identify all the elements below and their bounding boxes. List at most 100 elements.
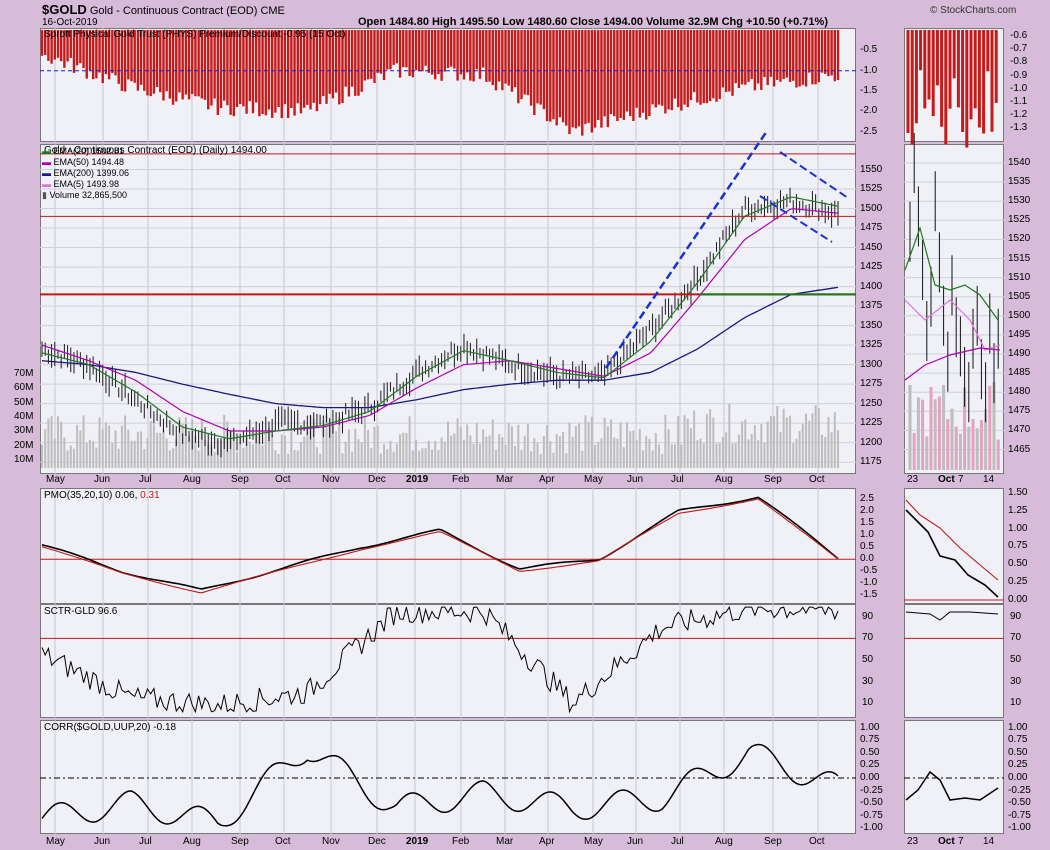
zoom-premium-tick-5: -1.1 <box>1010 96 1028 107</box>
price-tick-2: 1500 <box>860 202 883 214</box>
xtop-zoom-0: 23 <box>907 474 919 485</box>
volume-tick-5: 20M <box>14 439 34 451</box>
corr-tick-8: -1.00 <box>860 822 883 834</box>
pmo-tick-8: -1.5 <box>860 589 878 601</box>
xbot-month-16: Sep <box>764 836 782 847</box>
price-tick-10: 1300 <box>860 358 883 370</box>
xbot-month-2: Jul <box>139 836 152 847</box>
zoom-pmo-tick-4: 0.50 <box>1008 558 1028 570</box>
instrument-name: Gold - Continuous Contract (EOD) <box>89 5 258 17</box>
header-title: $GOLD Gold - Continuous Contract (EOD) C… <box>42 2 285 17</box>
corr-tick-7: -0.75 <box>860 809 883 821</box>
zoom-corr-tick-6: -0.50 <box>1008 797 1031 809</box>
legend-ema20: ▬ EMA(20) 1502.81 <box>42 146 125 156</box>
zoom-corr-tick-1: 0.75 <box>1008 734 1028 746</box>
price-panel <box>40 144 856 474</box>
zoom-pmo-tick-1: 1.25 <box>1008 504 1028 516</box>
pmo-tick-5: 0.0 <box>860 553 874 565</box>
corr-tick-6: -0.50 <box>860 797 883 809</box>
xtop-month-6: Nov <box>322 474 340 485</box>
price-tick-8: 1350 <box>860 319 883 331</box>
xbot-month-14: Jul <box>671 836 684 847</box>
legend-ema5: ▬ EMA(5) 1493.98 <box>42 179 120 189</box>
volume-tick-4: 30M <box>14 425 34 437</box>
xbot-month-1: Jun <box>94 836 111 847</box>
pmo-tick-2: 1.5 <box>860 517 874 529</box>
pmo-panel <box>40 488 856 604</box>
price-tick-13: 1225 <box>860 417 883 429</box>
zoom-corr-line <box>905 770 999 801</box>
xtop-month-1: Jun <box>94 474 111 485</box>
zoom-pmo-line <box>905 509 999 598</box>
xbot-month-6: Nov <box>322 836 340 847</box>
corr-tick-0: 1.00 <box>860 721 880 733</box>
zoom-corr-tick-0: 1.00 <box>1008 721 1028 733</box>
symbol: $GOLD <box>42 2 87 17</box>
volume-tick-2: 50M <box>14 396 34 408</box>
zoom-sctr-tick-2: 50 <box>1010 654 1022 665</box>
pmo-line <box>41 496 839 590</box>
pmo-tick-7: -1.0 <box>860 577 878 589</box>
price-tick-4: 1450 <box>860 241 883 253</box>
xtop-month-12: May <box>584 474 603 485</box>
zoom-price-tick-8: 1500 <box>1008 309 1031 321</box>
zoom-premium-tick-3: -0.9 <box>1010 69 1028 81</box>
price-tick-7: 1375 <box>860 300 883 312</box>
zoom-price-tick-12: 1480 <box>1008 386 1031 398</box>
zoom-premium-tick-4: -1.0 <box>1010 82 1028 94</box>
premium-label: Sprott Physical Gold Trust (PHYS) Premiu… <box>44 29 346 40</box>
xtop-month-13: Jun <box>627 474 644 485</box>
xtop-month-7: Dec <box>368 474 386 485</box>
zoom-price-tick-10: 1490 <box>1008 348 1031 359</box>
ema200-line <box>41 286 839 409</box>
corr-label: CORR($GOLD,UUP,20) -0.18 <box>44 722 177 733</box>
zoom-price-tick-6: 1510 <box>1008 271 1031 283</box>
zoom-premium-tick-1: -0.7 <box>1010 43 1028 55</box>
zoom-corr-tick-4: 0.00 <box>1008 772 1028 783</box>
price-tick-14: 1200 <box>860 436 883 448</box>
ohlc-readout: Open 1484.80 High 1495.50 Low 1480.60 Cl… <box>358 16 828 28</box>
pmo-tick-4: 0.5 <box>860 541 874 553</box>
zoom-price-tick-5: 1515 <box>1008 252 1031 264</box>
price-tick-3: 1475 <box>860 222 883 234</box>
xtop-month-0: May <box>46 474 65 485</box>
zoom-premium-tick-7: -1.3 <box>1010 122 1028 134</box>
zoom-corr-tick-2: 0.50 <box>1008 746 1028 758</box>
zoom-corr-tick-8: -1.00 <box>1008 822 1031 834</box>
legend-ema50: ▬ EMA(50) 1494.48 <box>42 157 125 167</box>
xbot-zoom-3: 14 <box>983 836 995 847</box>
zoom-pmo-tick-6: 0.00 <box>1008 593 1028 605</box>
sctr-tick-4: 10 <box>862 697 874 709</box>
xbot-month-3: Aug <box>183 836 201 847</box>
sctr-tick-3: 30 <box>862 675 874 687</box>
xbot-zoom-0: 23 <box>907 836 919 847</box>
zoom-corr-panel <box>904 720 1004 834</box>
volume-tick-3: 40M <box>14 410 34 422</box>
zoom-sctr-tick-1: 70 <box>1010 632 1022 644</box>
price-label: Gold - Continuous Contract (EOD) (Daily)… <box>44 145 267 156</box>
zoom-ema50-line <box>904 347 1001 381</box>
xbot-month-5: Oct <box>275 836 291 847</box>
xbot-month-0: May <box>46 836 65 847</box>
zoom-premium-tick-2: -0.8 <box>1010 56 1028 68</box>
premium-tick-0: -0.5 <box>860 44 878 56</box>
xbot-zoom-2: 7 <box>958 836 964 847</box>
xtop-month-11: Apr <box>539 474 555 485</box>
zoom-premium-tick-6: -1.2 <box>1010 109 1028 121</box>
legend-volume: ▮ Volume 32,865,500 <box>42 190 128 200</box>
zoom-premium-tick-0: -0.6 <box>1010 30 1028 41</box>
zoom-sctr-line <box>905 611 999 621</box>
sctr-panel <box>40 604 856 718</box>
exchange: CME <box>260 5 285 17</box>
pmo-label-main: PMO(35,20,10) 0.06, <box>44 490 138 501</box>
xbot-zoom-1: Oct <box>938 836 955 847</box>
zoom-price-tick-13: 1475 <box>1008 405 1031 417</box>
pmo-signal-line <box>41 498 839 594</box>
xtop-month-10: Mar <box>496 474 514 485</box>
xtop-zoom-1: Oct <box>938 474 955 485</box>
xtop-month-3: Aug <box>183 474 201 485</box>
xbot-month-11: Apr <box>539 836 555 847</box>
xtop-month-4: Sep <box>231 474 249 485</box>
price-tick-6: 1400 <box>860 280 883 292</box>
xtop-month-14: Jul <box>671 474 684 485</box>
